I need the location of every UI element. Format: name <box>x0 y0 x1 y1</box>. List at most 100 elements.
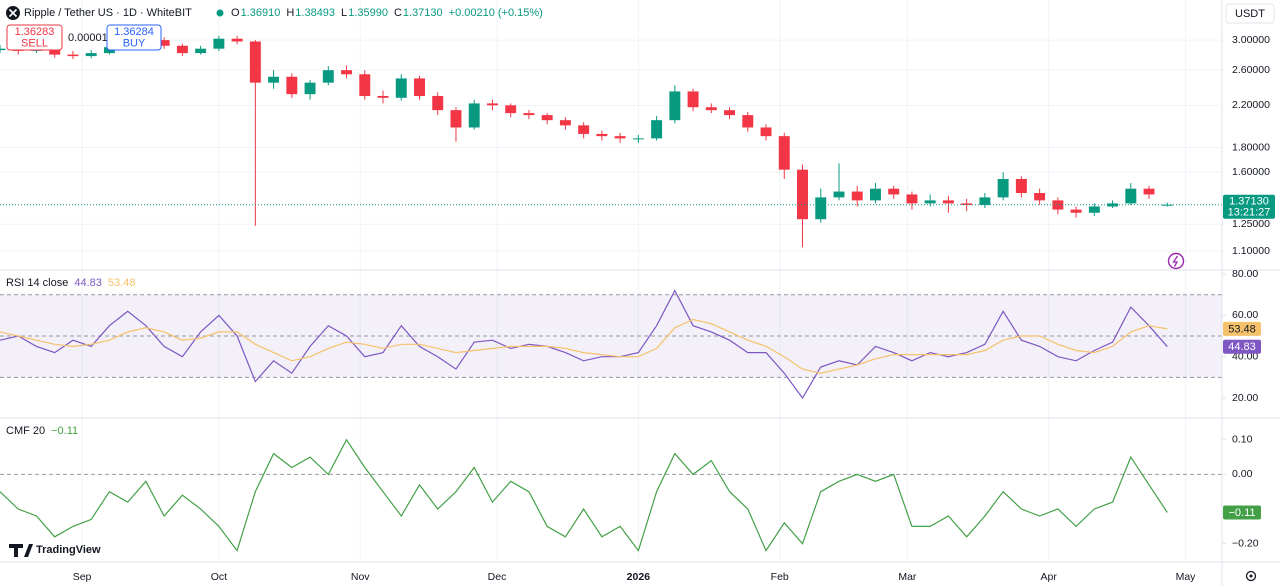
candle-body <box>924 200 936 204</box>
last-value: 44.83 <box>1228 341 1256 353</box>
candle-body <box>851 191 863 201</box>
candle-body <box>1107 203 1119 207</box>
grid <box>0 0 1226 562</box>
x-tick-label: Mar <box>898 571 917 583</box>
candle-body <box>1015 178 1027 193</box>
candle-body <box>213 38 225 49</box>
brand-logo <box>9 544 33 557</box>
ohlc-key: O <box>231 7 240 19</box>
last-price: 1.37130 <box>1229 196 1269 208</box>
currency-button[interactable] <box>1225 3 1275 24</box>
series-line <box>0 438 1168 552</box>
alert-icon[interactable] <box>1167 252 1185 270</box>
y-tick-label: 2.60000 <box>1232 64 1270 76</box>
candle-body <box>596 133 608 137</box>
ohlc-value: 1.36910 <box>241 7 281 19</box>
candle-body <box>906 194 918 204</box>
x-tick-label: 2026 <box>627 571 651 583</box>
candle-body <box>176 45 188 54</box>
candle-body <box>249 41 261 83</box>
y-tick-label: 2.20000 <box>1232 99 1270 111</box>
sell-label[interactable]: SELL <box>21 37 48 49</box>
candle-body <box>268 76 280 83</box>
ohlc-key: C <box>394 7 402 19</box>
candle-body <box>359 74 371 96</box>
candle-body <box>833 191 845 198</box>
candle-body <box>778 136 790 170</box>
x-tick-label: Oct <box>211 571 227 583</box>
buy-price[interactable]: 1.36284 <box>114 26 154 38</box>
x-tick-label: Dec <box>488 571 507 583</box>
legend-value: 53.48 <box>108 277 136 289</box>
last-value-box <box>1223 321 1261 336</box>
candle-body <box>432 95 444 111</box>
candle-body <box>85 53 97 57</box>
ohlc-value: 1.38493 <box>295 7 335 19</box>
candle-body <box>979 197 991 205</box>
x-tick-label: Apr <box>1041 571 1058 583</box>
y-tick-label: 1.80000 <box>1232 141 1270 153</box>
candle-body <box>815 197 827 220</box>
candle-body <box>997 178 1009 198</box>
last-value-box <box>1223 505 1261 520</box>
candle-body <box>286 76 298 95</box>
candle-body <box>195 48 207 54</box>
candle-body <box>760 127 772 137</box>
y-tick-label: 0.00 <box>1232 468 1253 480</box>
candle-body <box>651 120 663 139</box>
candle-body <box>231 38 243 42</box>
ohlc-key: H <box>286 7 294 19</box>
buy-label[interactable]: BUY <box>123 37 146 49</box>
y-tick-label: 1.25000 <box>1232 218 1270 230</box>
y-tick-label: 80.00 <box>1232 268 1258 280</box>
candle-body <box>486 103 498 106</box>
candle-body <box>1070 209 1082 213</box>
ohlc-value: 1.35990 <box>348 7 388 19</box>
y-tick-label: 1.10000 <box>1232 245 1270 257</box>
sell-price[interactable]: 1.36283 <box>15 26 55 38</box>
candle-body <box>1034 192 1046 201</box>
candle-body <box>304 82 316 95</box>
y-tick-label: 60.00 <box>1232 309 1258 321</box>
last-value: −0.11 <box>1228 507 1255 519</box>
candle-body <box>395 78 407 98</box>
candle-body <box>687 91 699 108</box>
candle-body <box>705 107 717 111</box>
candle-body <box>541 115 553 121</box>
settings-icon-center[interactable] <box>1249 574 1253 578</box>
last-value: 53.48 <box>1228 323 1256 335</box>
sell-button[interactable] <box>6 24 63 51</box>
y-tick-label: 3.00000 <box>1232 34 1270 46</box>
candle-body <box>888 188 900 195</box>
candle-body <box>742 115 754 128</box>
settings-icon[interactable] <box>1245 570 1257 582</box>
candle-body <box>578 125 590 134</box>
ohlc: O 1.36910 H 1.38493 L 1.35990 C 1.37130 <box>231 7 443 19</box>
series-line <box>0 289 1168 400</box>
candle-body <box>1052 200 1064 210</box>
last-value-box <box>1223 339 1261 354</box>
candle-body <box>961 203 973 205</box>
candle-body <box>724 110 736 116</box>
candle-body <box>869 188 881 201</box>
y-tick-label: −0.20 <box>1232 537 1259 549</box>
countdown: 13:21:27 <box>1228 207 1271 219</box>
x-tick-label: Sep <box>73 571 92 583</box>
candle-body <box>942 200 954 204</box>
candle-body <box>797 169 808 220</box>
currency[interactable]: USDT <box>1235 8 1265 20</box>
plot <box>0 35 1222 552</box>
legend-value: 44.83 <box>74 277 102 289</box>
alert-icon-bolt[interactable] <box>1172 255 1179 267</box>
buy-button[interactable] <box>106 24 162 51</box>
market-status <box>216 9 224 17</box>
pane-title: RSI 14 close <box>6 277 68 289</box>
symbol-icon-mark <box>8 8 18 18</box>
candle-body <box>523 113 535 116</box>
y-tick-label: 0.10 <box>1232 434 1253 446</box>
brand: TradingView <box>36 544 101 556</box>
candle-body <box>49 47 61 55</box>
last-price-box <box>1223 194 1275 219</box>
candle-body <box>0 48 6 51</box>
